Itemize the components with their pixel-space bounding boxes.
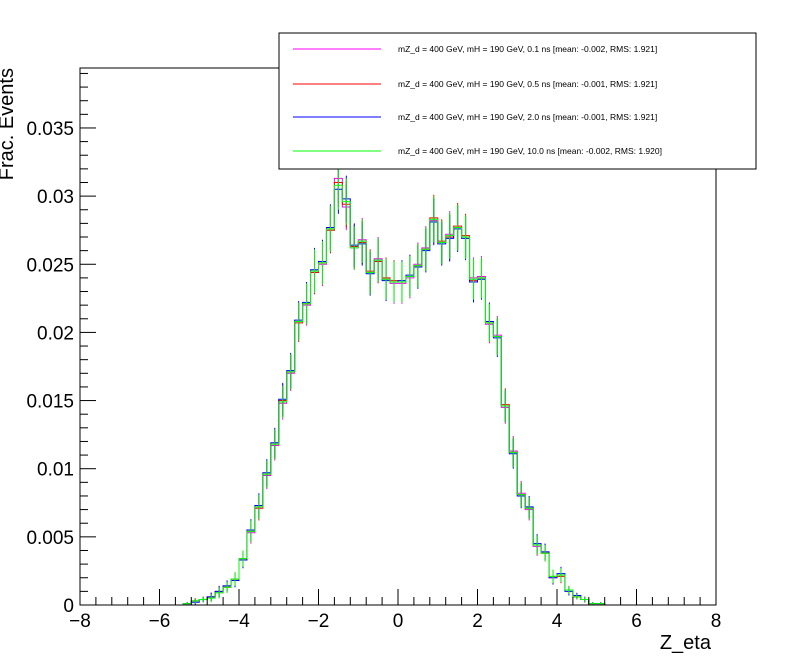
- legend-entry-2.0ns: mZ_d = 400 GeV, mH = 190 GeV, 2.0 ns [me…: [398, 112, 657, 122]
- y-tick-label: 0.025: [26, 255, 74, 276]
- x-axis-title: Z_eta: [660, 632, 712, 654]
- series-step-line: [80, 184, 716, 606]
- x-tick-label: −2: [308, 611, 330, 632]
- y-axis: 0 0.005 0.01 0.015 0.02 0.025 0.03 0.035: [26, 72, 96, 617]
- x-tick-label: 6: [631, 611, 642, 632]
- y-tick-label: 0.035: [26, 119, 74, 140]
- legend: mZ_d = 400 GeV, mH = 190 GeV, 0.1 ns [me…: [278, 32, 757, 170]
- legend-entry-0.1ns: mZ_d = 400 GeV, mH = 190 GeV, 0.1 ns [me…: [398, 44, 657, 54]
- x-tick-label: −6: [149, 611, 171, 632]
- x-tick-label: 2: [472, 611, 483, 632]
- x-tick-label: 8: [711, 611, 722, 632]
- legend-entry-0.5ns: mZ_d = 400 GeV, mH = 190 GeV, 0.5 ns [me…: [398, 79, 657, 89]
- x-tick-label: −8: [69, 611, 91, 632]
- y-tick-label: 0.03: [37, 187, 74, 208]
- series-3: [80, 160, 716, 606]
- y-tick-label: 0: [63, 596, 74, 617]
- series-layer: [80, 153, 716, 606]
- y-tick-label: 0.005: [26, 528, 74, 549]
- x-axis: −8 −6 −4 −2 0 2 4 6 8: [69, 589, 721, 632]
- y-tick-label: 0.01: [37, 460, 74, 481]
- x-tick-label: 0: [393, 611, 404, 632]
- y-axis-title: Frac. Events: [0, 68, 18, 180]
- x-tick-label: −4: [228, 611, 250, 632]
- legend-box: [278, 32, 757, 170]
- y-tick-label: 0.015: [26, 392, 74, 413]
- y-tick-label: 0.02: [37, 323, 74, 344]
- legend-entry-10.0ns: mZ_d = 400 GeV, mH = 190 GeV, 10.0 ns [m…: [398, 146, 662, 156]
- x-tick-label: 4: [552, 611, 563, 632]
